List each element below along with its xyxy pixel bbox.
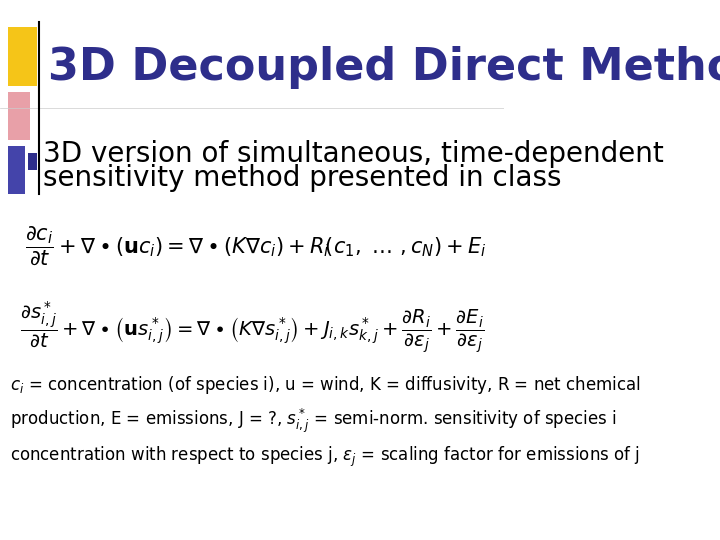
Text: $\dfrac{\partial c_i}{\partial t} + \nabla \bullet \left(\mathbf{u}c_i\right) = : $\dfrac{\partial c_i}{\partial t} + \nab… [25, 225, 487, 267]
FancyBboxPatch shape [7, 146, 25, 194]
Text: sensitivity method presented in class: sensitivity method presented in class [42, 164, 562, 192]
Text: $c_i$ = concentration (of species i), u = wind, K = diffusivity, R = net chemica: $c_i$ = concentration (of species i), u … [10, 374, 641, 469]
FancyBboxPatch shape [7, 92, 30, 140]
Text: 3D Decoupled Direct Method: 3D Decoupled Direct Method [48, 46, 720, 89]
FancyBboxPatch shape [27, 153, 37, 170]
Text: $\dfrac{\partial s^*_{i,j}}{\partial t} + \nabla \bullet \left(\mathbf{u}s^*_{i,: $\dfrac{\partial s^*_{i,j}}{\partial t} … [20, 299, 485, 355]
FancyBboxPatch shape [7, 27, 37, 86]
Text: 3D version of simultaneous, time-dependent: 3D version of simultaneous, time-depende… [42, 140, 664, 168]
